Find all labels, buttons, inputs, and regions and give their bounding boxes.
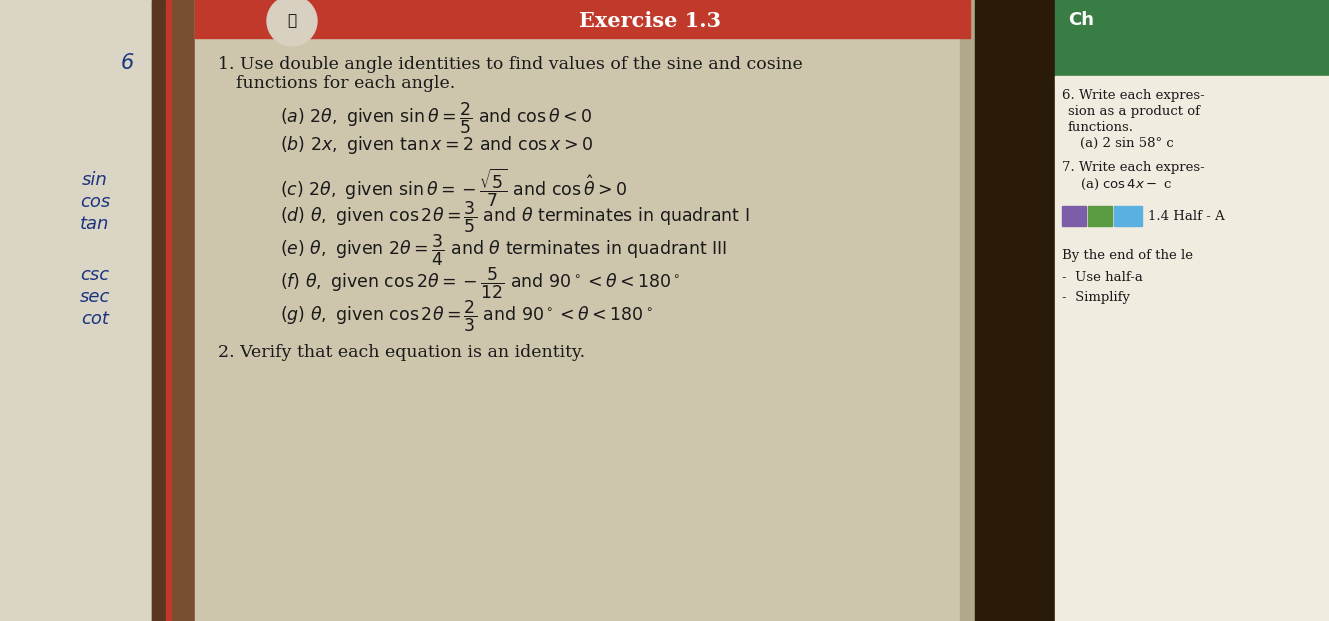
Text: sin: sin: [82, 171, 108, 189]
Text: 6: 6: [121, 53, 134, 73]
Text: functions for each angle.: functions for each angle.: [237, 75, 456, 92]
Text: By the end of the le: By the end of the le: [1062, 249, 1193, 262]
Text: 1. Use double angle identities to find values of the sine and cosine: 1. Use double angle identities to find v…: [218, 56, 803, 73]
Text: tan: tan: [80, 215, 110, 233]
Bar: [152, 0, 170, 621]
Bar: [152, 0, 213, 621]
Bar: [975, 0, 1329, 621]
Text: sion as a product of: sion as a product of: [1069, 105, 1200, 118]
Text: (a) 2 sin 58° c: (a) 2 sin 58° c: [1080, 137, 1174, 150]
Text: -  Use half-a: - Use half-a: [1062, 271, 1143, 284]
Bar: [1114, 206, 1142, 226]
Bar: [195, 0, 970, 621]
Bar: [1055, 76, 1329, 621]
Bar: [1055, 0, 1329, 81]
Bar: [195, 0, 970, 38]
Text: $(a)\ 2\theta,\ \mathrm{given}\ \sin\theta = \dfrac{2}{5}\ \mathrm{and}\ \cos\th: $(a)\ 2\theta,\ \mathrm{given}\ \sin\the…: [280, 101, 593, 137]
Text: $(e)\ \theta,\ \mathrm{given}\ 2\theta = \dfrac{3}{4}\ \mathrm{and}\ \theta\ \ma: $(e)\ \theta,\ \mathrm{given}\ 2\theta =…: [280, 233, 727, 268]
Bar: [166, 0, 171, 621]
Bar: [0, 0, 170, 621]
Text: cos: cos: [80, 193, 110, 211]
Text: $(c)\ 2\theta,\ \mathrm{given}\ \sin\theta = -\dfrac{\sqrt{5}}{7}\ \mathrm{and}\: $(c)\ 2\theta,\ \mathrm{given}\ \sin\the…: [280, 167, 627, 209]
Text: $(b)\ 2x,\ \mathrm{given}\ \tan x = 2\ \mathrm{and}\ \cos x > 0$: $(b)\ 2x,\ \mathrm{given}\ \tan x = 2\ \…: [280, 134, 593, 156]
Text: 1.4 Half - A: 1.4 Half - A: [1148, 209, 1225, 222]
Bar: [1088, 206, 1112, 226]
Text: functions.: functions.: [1069, 121, 1134, 134]
Text: sec: sec: [80, 288, 110, 306]
Text: Ch: Ch: [1069, 11, 1094, 29]
Text: $(g)\ \theta,\ \mathrm{given}\ \cos 2\theta = \dfrac{2}{3}\ \mathrm{and}\ 90^\ci: $(g)\ \theta,\ \mathrm{given}\ \cos 2\th…: [280, 299, 653, 335]
Text: 2. Verify that each equation is an identity.: 2. Verify that each equation is an ident…: [218, 344, 585, 361]
Text: Exercise 1.3: Exercise 1.3: [579, 11, 722, 31]
Text: 🧠: 🧠: [287, 14, 296, 29]
Text: csc: csc: [81, 266, 109, 284]
Text: -  Simplify: - Simplify: [1062, 291, 1130, 304]
Text: cot: cot: [81, 310, 109, 328]
Bar: [960, 0, 975, 621]
Bar: [1062, 206, 1086, 226]
Text: $(d)\ \theta,\ \mathrm{given}\ \cos 2\theta = \dfrac{3}{5}\ \mathrm{and}\ \theta: $(d)\ \theta,\ \mathrm{given}\ \cos 2\th…: [280, 200, 750, 235]
Text: 7. Write each expres-: 7. Write each expres-: [1062, 161, 1205, 174]
Text: (a) $\cos 4x -$ c: (a) $\cos 4x -$ c: [1080, 177, 1172, 192]
Text: $(f)\ \theta,\ \mathrm{given}\ \cos 2\theta = -\dfrac{5}{12}\ \mathrm{and}\ 90^\: $(f)\ \theta,\ \mathrm{given}\ \cos 2\th…: [280, 266, 680, 301]
Text: 6. Write each expres-: 6. Write each expres-: [1062, 89, 1205, 102]
Circle shape: [267, 0, 318, 46]
